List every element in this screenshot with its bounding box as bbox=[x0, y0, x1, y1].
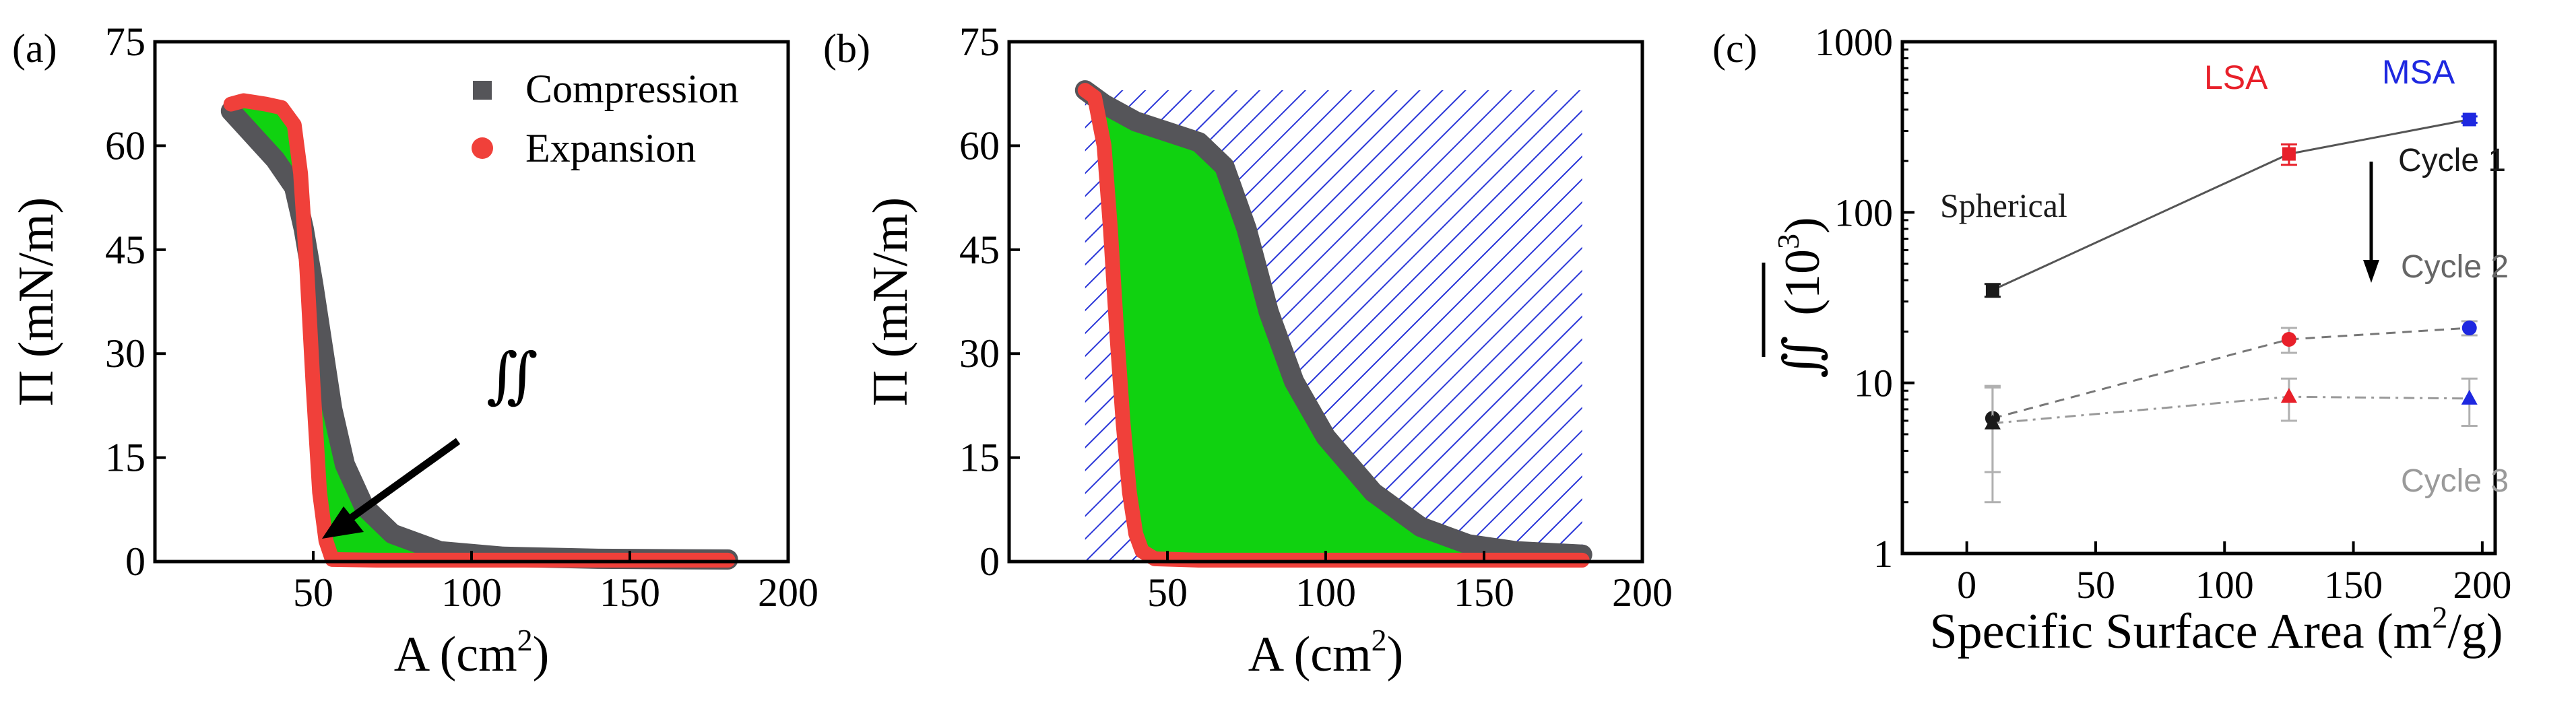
panel-a-ytick-label: 0 bbox=[125, 539, 146, 584]
panel-c-xtick-label: 0 bbox=[1957, 563, 1976, 607]
svg-text:∬(103): ∬(103) bbox=[1771, 217, 1830, 378]
annotation-integral-symbol: ∬ bbox=[486, 343, 538, 409]
panel-a-hysteresis-fill bbox=[230, 100, 728, 560]
annotation-spherical: Spherical bbox=[1940, 187, 2067, 224]
cycle-2-line bbox=[1992, 327, 2470, 419]
panel-a-ylabel: Π (mN/m) bbox=[9, 197, 64, 406]
panel-b-ytick-label: 30 bbox=[959, 331, 1000, 376]
panel-b: (b) 0 15 30 45 60 75 50 100 150 200 Π (mN/m) A (c… bbox=[823, 20, 1673, 682]
panel-c-axes: 1 10 100 1000 0 50 100 150 200 bbox=[1815, 20, 2511, 607]
panel-b-hysteresis-fill bbox=[1085, 90, 1582, 560]
panel-c-xtick-label: 150 bbox=[2324, 563, 2383, 607]
panel-b-frame bbox=[1007, 40, 1644, 564]
panel-a-ytick-label: 30 bbox=[105, 331, 146, 376]
cycle-1-point bbox=[2462, 112, 2476, 127]
panel-b-ytick-label: 15 bbox=[959, 436, 1000, 480]
cycle-2-point bbox=[2461, 321, 2477, 336]
panel-a-xtick-label: 150 bbox=[600, 570, 660, 615]
panel-b-ylabel: Π (mN/m) bbox=[863, 197, 918, 406]
cycle-3-point bbox=[1984, 414, 2001, 430]
panel-c-ytick-label: 1 bbox=[1873, 532, 1893, 576]
panel-b-xtick-label: 150 bbox=[1454, 570, 1514, 615]
legend-expansion-label: Expansion bbox=[525, 126, 696, 170]
cycle-3-point bbox=[2461, 389, 2478, 405]
panel-a-xlabel: A (cm2) bbox=[394, 623, 550, 682]
panel-b-xtick-label: 50 bbox=[1147, 570, 1188, 615]
panel-b-plot-area bbox=[1074, 80, 1592, 568]
cycle-3-point bbox=[2280, 388, 2297, 403]
panel-a-xtick-label: 50 bbox=[293, 570, 333, 615]
legend-compression-marker bbox=[473, 81, 492, 100]
panel-a-frame bbox=[153, 40, 790, 564]
legend-expansion-marker bbox=[472, 137, 493, 159]
panel-a-label: (a) bbox=[12, 26, 57, 71]
panel-c-xtick-label: 200 bbox=[2453, 563, 2511, 607]
panel-c-xtick-label: 50 bbox=[2076, 563, 2115, 607]
panel-c-ytick-label: 100 bbox=[1834, 191, 1893, 234]
legend-compression-label: Compression bbox=[525, 67, 739, 111]
panel-b-xlabel: A (cm2) bbox=[1248, 623, 1404, 682]
panel-a-ytick-label: 60 bbox=[105, 123, 146, 168]
panel-c-plot-area bbox=[1984, 112, 2478, 504]
panel-c-ytick-label: 10 bbox=[1854, 362, 1893, 405]
panel-c-ylabel: ∬(103) bbox=[1771, 217, 1830, 378]
legend: Compression Expansion bbox=[472, 67, 739, 170]
panel-c: (c) 1 10 100 1000 0 50 100 150 200 ∬(103) Specif… bbox=[1712, 20, 2511, 659]
annotation-lsa: LSA bbox=[2204, 59, 2268, 96]
panel-b-ytick-label: 0 bbox=[979, 539, 1000, 584]
annotation-arrow bbox=[322, 438, 461, 539]
panel-b-label: (b) bbox=[823, 26, 870, 71]
panel-a: (a) 0 15 30 45 60 75 50 100 150 200 Π (mN/m) A (c… bbox=[9, 20, 818, 682]
panel-b-ytick-label: 75 bbox=[959, 20, 1000, 64]
cycle-1-point bbox=[1985, 283, 1999, 297]
panel-b-axes: 0 15 30 45 60 75 50 100 150 200 bbox=[959, 20, 1673, 615]
panel-c-xtick-label: 100 bbox=[2195, 563, 2254, 607]
panel-b-ytick-label: 45 bbox=[959, 228, 1000, 272]
cycle-3-label: Cycle 3 bbox=[2401, 463, 2509, 499]
panel-c-ytick-label: 1000 bbox=[1815, 20, 1893, 64]
panel-b-xtick-label: 100 bbox=[1295, 570, 1356, 615]
cycle-arrow bbox=[2363, 162, 2379, 283]
panel-c-annotations: Spherical LSA MSA Cycle 1 Cycle 2 Cycle … bbox=[1940, 53, 2509, 499]
cycle-1-label: Cycle 1 bbox=[2398, 143, 2506, 178]
panel-b-compression-curve bbox=[1074, 80, 1592, 565]
panel-a-ytick-label: 45 bbox=[105, 228, 146, 272]
annotation-msa: MSA bbox=[2382, 53, 2455, 91]
panel-c-ylabel-symbol: ∬ bbox=[1775, 336, 1830, 378]
panel-b-xtick-label: 200 bbox=[1612, 570, 1673, 615]
panel-a-ytick-label: 15 bbox=[105, 436, 146, 480]
panel-c-frame bbox=[1900, 40, 2497, 556]
panel-c-label: (c) bbox=[1712, 26, 1758, 71]
panel-a-ytick-label: 75 bbox=[105, 20, 146, 64]
panel-a-xtick-label: 200 bbox=[758, 570, 818, 615]
cycle-2-point bbox=[2281, 331, 2296, 347]
cycle-3-line bbox=[1992, 395, 2470, 425]
cycle-1-point bbox=[2282, 147, 2296, 161]
panel-a-xtick-label: 100 bbox=[441, 570, 502, 615]
panel-b-ytick-label: 60 bbox=[959, 123, 1000, 168]
cycle-2-label: Cycle 2 bbox=[2401, 249, 2509, 285]
panel-c-xlabel: Specific Surface Area (m2/g) bbox=[1929, 600, 2503, 659]
